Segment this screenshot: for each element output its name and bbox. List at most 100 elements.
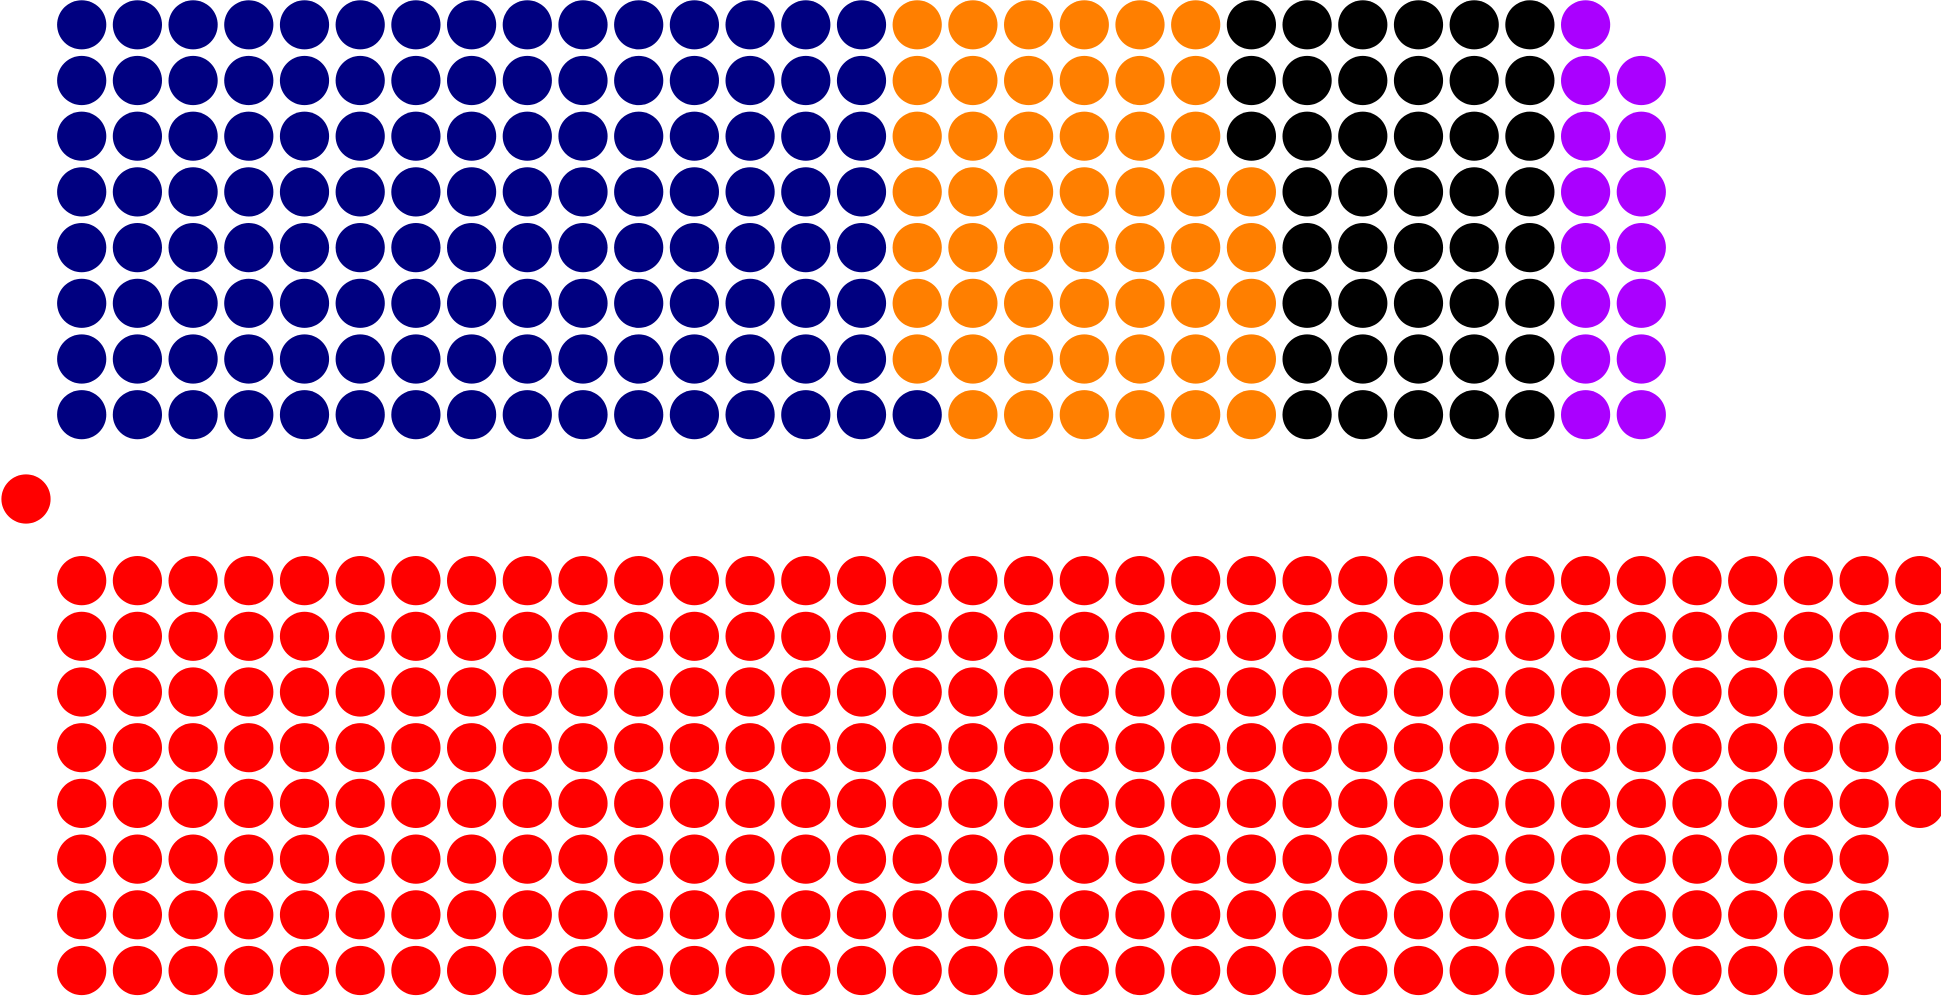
seat bbox=[1672, 945, 1722, 996]
seat bbox=[1616, 111, 1666, 161]
seat bbox=[836, 945, 887, 996]
seat bbox=[1839, 890, 1889, 940]
seat bbox=[669, 278, 720, 328]
seat bbox=[892, 778, 942, 829]
seat bbox=[1505, 111, 1555, 161]
seat bbox=[781, 0, 831, 50]
seat bbox=[614, 945, 664, 996]
seat bbox=[1783, 890, 1833, 940]
seat bbox=[1282, 334, 1332, 384]
seat bbox=[168, 390, 218, 440]
seat bbox=[558, 278, 608, 328]
seat bbox=[669, 890, 720, 940]
seat bbox=[725, 0, 775, 50]
seat bbox=[1393, 55, 1444, 106]
seat bbox=[614, 834, 664, 884]
seat bbox=[1505, 834, 1555, 884]
seat bbox=[112, 278, 162, 328]
seat bbox=[112, 834, 162, 884]
seat bbox=[1115, 390, 1165, 440]
seat bbox=[1171, 334, 1221, 384]
seat bbox=[57, 334, 107, 384]
seat bbox=[725, 223, 775, 273]
seat bbox=[1059, 334, 1109, 384]
seat bbox=[781, 334, 831, 384]
seat bbox=[112, 611, 162, 661]
seat bbox=[279, 278, 330, 328]
seat bbox=[948, 0, 998, 50]
seat bbox=[614, 0, 664, 50]
seat bbox=[1115, 556, 1165, 606]
seat bbox=[781, 167, 831, 217]
seat bbox=[1561, 834, 1611, 884]
seat bbox=[1895, 667, 1941, 717]
seat bbox=[391, 556, 441, 606]
seat bbox=[614, 223, 664, 273]
seat bbox=[1839, 611, 1889, 661]
seat bbox=[1226, 778, 1276, 829]
seat bbox=[948, 667, 998, 717]
seat bbox=[669, 556, 720, 606]
seat bbox=[1393, 611, 1444, 661]
seat bbox=[781, 667, 831, 717]
seat bbox=[335, 834, 385, 884]
seat bbox=[335, 778, 385, 829]
seat bbox=[57, 667, 107, 717]
seat bbox=[781, 611, 831, 661]
seat bbox=[892, 278, 942, 328]
seat bbox=[447, 55, 497, 106]
seat bbox=[1115, 834, 1165, 884]
seat bbox=[892, 390, 942, 440]
seat bbox=[1115, 111, 1165, 161]
seat bbox=[725, 945, 775, 996]
seat bbox=[1672, 834, 1722, 884]
seat bbox=[224, 667, 274, 717]
seat bbox=[1561, 0, 1611, 50]
seat bbox=[224, 723, 274, 773]
seat bbox=[614, 334, 664, 384]
seat bbox=[279, 834, 330, 884]
seat bbox=[948, 778, 998, 829]
seat bbox=[57, 778, 107, 829]
seat bbox=[447, 945, 497, 996]
seat bbox=[1895, 778, 1941, 828]
seat bbox=[948, 556, 998, 606]
seat bbox=[1616, 278, 1666, 328]
seat bbox=[781, 55, 831, 106]
seat bbox=[1282, 556, 1332, 606]
seat bbox=[1505, 334, 1555, 384]
seat bbox=[1561, 890, 1611, 940]
seat bbox=[1171, 556, 1221, 606]
seat bbox=[1115, 334, 1165, 384]
seat bbox=[725, 667, 775, 717]
seat bbox=[335, 945, 385, 996]
seat bbox=[836, 55, 887, 106]
seat bbox=[1616, 667, 1666, 717]
seat bbox=[1561, 390, 1611, 440]
seat bbox=[1616, 55, 1666, 106]
seat bbox=[168, 223, 218, 273]
seat bbox=[1282, 0, 1332, 50]
seat bbox=[836, 278, 887, 328]
seat bbox=[1338, 890, 1388, 940]
seat bbox=[1059, 611, 1109, 661]
seat bbox=[1282, 390, 1332, 440]
seat bbox=[279, 723, 330, 773]
seat bbox=[1449, 556, 1499, 606]
seat bbox=[1226, 334, 1276, 384]
seat bbox=[669, 390, 720, 440]
seat bbox=[1338, 334, 1388, 384]
seat bbox=[1115, 55, 1165, 106]
seat bbox=[1059, 556, 1109, 606]
seat bbox=[669, 778, 720, 829]
seat bbox=[168, 278, 218, 328]
seat bbox=[1839, 667, 1889, 717]
seat bbox=[279, 223, 330, 273]
seat bbox=[669, 667, 720, 717]
seat bbox=[447, 556, 497, 606]
seat bbox=[725, 834, 775, 884]
seat bbox=[558, 390, 608, 440]
seat bbox=[391, 223, 441, 273]
seat bbox=[1393, 0, 1444, 50]
